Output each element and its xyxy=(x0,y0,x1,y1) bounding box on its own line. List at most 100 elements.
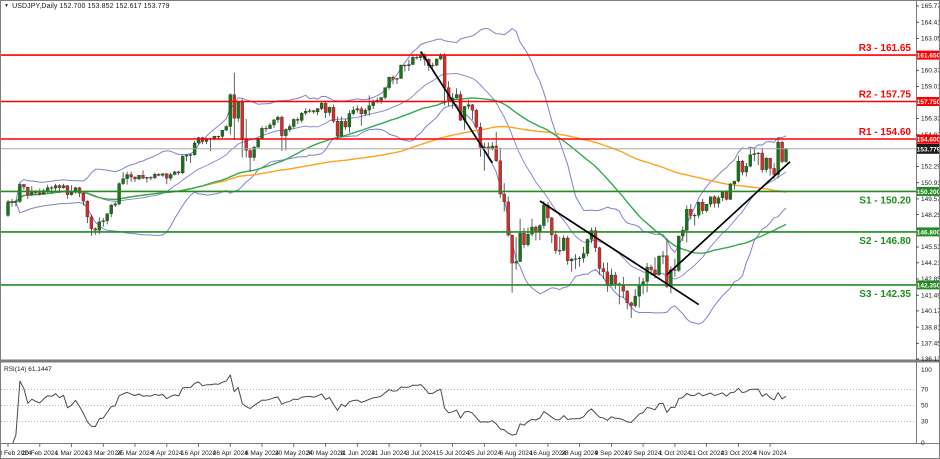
candle xyxy=(308,110,312,112)
candle xyxy=(355,108,359,111)
date-label: 20 Feb 2024 xyxy=(22,450,59,457)
candle xyxy=(784,148,788,162)
candle xyxy=(331,107,336,122)
rsi-label: RSI(14) 61.1447 xyxy=(4,366,52,373)
candle xyxy=(403,65,407,67)
candle xyxy=(196,137,201,144)
candle xyxy=(157,174,161,176)
candle xyxy=(712,196,717,204)
trendline-1[interactable] xyxy=(420,51,494,164)
candle xyxy=(570,258,574,262)
candle xyxy=(744,166,748,173)
price-tick-label: 152.290 xyxy=(921,164,940,171)
candle xyxy=(57,185,62,188)
candle xyxy=(704,204,709,211)
candle xyxy=(129,174,133,178)
candle xyxy=(105,213,109,221)
candle xyxy=(760,152,764,170)
candle xyxy=(391,77,395,80)
candle xyxy=(625,290,629,303)
candle xyxy=(701,201,705,211)
date-label: 28 Aug 2024 xyxy=(561,450,598,457)
candle xyxy=(319,102,324,109)
candle xyxy=(292,119,296,127)
candle xyxy=(756,152,760,154)
price-tick-label: 148.250 xyxy=(921,212,940,219)
candle xyxy=(109,204,113,214)
candle xyxy=(224,126,228,131)
price-tick-label: 163.050 xyxy=(921,36,940,43)
support-label-S2: S2 - 146.80 xyxy=(859,236,911,247)
current-price-tag-text: 153.779 xyxy=(917,146,940,153)
price-tick-label: 142.850 xyxy=(921,276,940,283)
price-tag-text-R2: 157.750 xyxy=(917,99,940,106)
candle xyxy=(145,177,149,179)
candle xyxy=(562,237,566,251)
candle xyxy=(693,215,697,217)
window-menu-marker[interactable]: ▼ xyxy=(4,3,10,9)
price-tag-text-S1: 150.200 xyxy=(917,189,940,196)
candle xyxy=(323,102,328,113)
candle xyxy=(550,217,554,236)
candle xyxy=(77,187,82,194)
price-tick-label: 156.330 xyxy=(921,116,940,123)
price-tag-R2 xyxy=(917,97,940,106)
pane-separator[interactable] xyxy=(0,359,940,363)
candle xyxy=(573,258,578,260)
candle xyxy=(181,155,185,174)
candle xyxy=(188,154,193,156)
candle xyxy=(657,256,661,275)
candle xyxy=(260,128,264,139)
candle xyxy=(716,197,721,204)
candle xyxy=(697,201,701,216)
resistance-label-R3: R3 - 161.65 xyxy=(859,43,912,54)
trendline-2[interactable] xyxy=(539,200,700,306)
candle xyxy=(169,174,173,179)
candle xyxy=(720,191,725,198)
chart-title: USDJPY,Daily 152.700 153.852 152.617 153… xyxy=(12,3,170,10)
candle xyxy=(474,110,479,128)
candle xyxy=(601,268,606,272)
date-label: 19 Sep 2024 xyxy=(625,450,662,457)
candle xyxy=(629,302,633,306)
candle xyxy=(38,192,42,194)
price-axis[interactable]: 165.770 164.410 163.050 160.370 159.010 156.3… xyxy=(916,3,940,363)
candle xyxy=(609,274,614,286)
price-tick-label: 144.210 xyxy=(921,260,940,267)
candle xyxy=(637,285,641,297)
candle xyxy=(335,121,340,137)
candle xyxy=(454,94,459,99)
price-tick-label: 136.130 xyxy=(921,356,940,363)
candle xyxy=(53,185,58,189)
candle xyxy=(18,184,22,202)
candle xyxy=(268,124,272,129)
candle xyxy=(153,174,157,178)
candle xyxy=(645,266,649,282)
candle xyxy=(478,127,483,148)
candle xyxy=(442,54,447,88)
candle xyxy=(661,255,665,257)
candle xyxy=(363,109,367,115)
candle xyxy=(542,204,546,226)
candle xyxy=(6,201,10,216)
date-label: 6 Aug 2024 xyxy=(500,450,533,457)
date-label: 1 Mar 2024 xyxy=(55,450,88,457)
candle xyxy=(558,250,562,252)
date-label: 25 Mar 2024 xyxy=(117,450,154,457)
candle xyxy=(65,185,70,195)
trendline-3[interactable] xyxy=(666,161,791,276)
candle xyxy=(415,57,419,59)
candle xyxy=(681,230,685,237)
date-label: 23 Oct 2024 xyxy=(721,450,757,457)
candle xyxy=(633,295,637,306)
candle xyxy=(240,101,244,140)
candle xyxy=(379,97,383,101)
candle xyxy=(117,183,121,205)
candle xyxy=(46,187,50,191)
candle xyxy=(506,201,510,236)
candle xyxy=(752,153,756,155)
candle xyxy=(113,203,117,206)
candle xyxy=(165,173,169,179)
